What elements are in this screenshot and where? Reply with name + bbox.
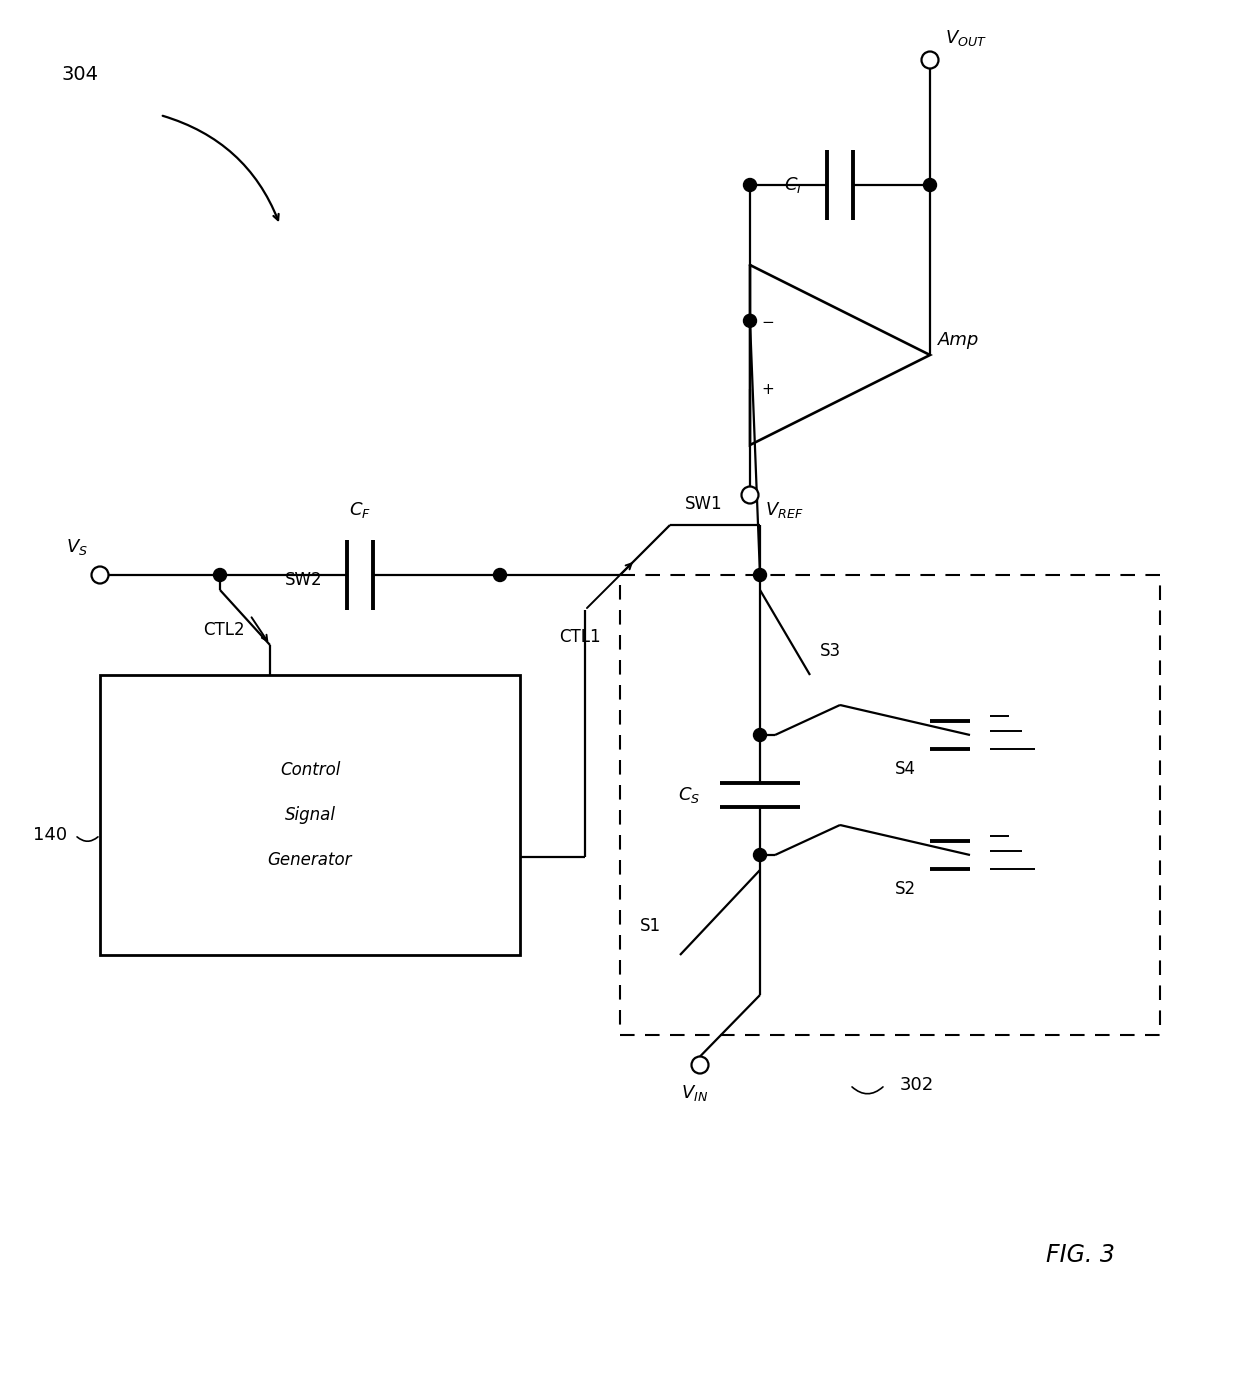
Circle shape <box>692 1056 708 1074</box>
Text: CTL1: CTL1 <box>559 628 601 646</box>
Circle shape <box>754 728 766 742</box>
Text: $C_F$: $C_F$ <box>348 499 371 520</box>
Text: 302: 302 <box>900 1076 934 1094</box>
Bar <box>100 675 520 956</box>
Text: SW2: SW2 <box>285 571 322 589</box>
Text: $V_{IN}$: $V_{IN}$ <box>682 1083 708 1103</box>
Circle shape <box>213 569 227 582</box>
Circle shape <box>494 569 506 582</box>
Text: SW1: SW1 <box>684 495 723 513</box>
Text: $V_{REF}$: $V_{REF}$ <box>765 499 804 520</box>
Text: Control: Control <box>280 762 340 778</box>
Circle shape <box>754 848 766 862</box>
Text: S3: S3 <box>820 642 841 660</box>
Text: S1: S1 <box>640 917 661 935</box>
Text: CTL2: CTL2 <box>203 621 246 639</box>
Circle shape <box>921 52 939 68</box>
Circle shape <box>742 487 759 504</box>
Circle shape <box>754 569 766 582</box>
Circle shape <box>744 179 756 191</box>
Circle shape <box>92 566 109 583</box>
Text: S2: S2 <box>894 880 915 898</box>
Text: Generator: Generator <box>268 851 352 869</box>
Text: 304: 304 <box>62 66 98 85</box>
Text: FIG. 3: FIG. 3 <box>1045 1243 1115 1267</box>
Text: Amp: Amp <box>937 331 980 349</box>
Text: $V_S$: $V_S$ <box>66 537 88 557</box>
Text: $+$: $+$ <box>761 382 775 396</box>
Text: $C_I$: $C_I$ <box>784 174 802 195</box>
Text: $C_S$: $C_S$ <box>678 785 701 805</box>
Text: 140: 140 <box>33 826 67 844</box>
Circle shape <box>744 314 756 328</box>
Circle shape <box>924 179 936 191</box>
Text: Signal: Signal <box>284 806 336 824</box>
Bar <box>620 575 1159 1035</box>
Text: $-$: $-$ <box>761 314 775 328</box>
Text: $V_{OUT}$: $V_{OUT}$ <box>945 28 987 47</box>
Text: S4: S4 <box>894 760 915 778</box>
